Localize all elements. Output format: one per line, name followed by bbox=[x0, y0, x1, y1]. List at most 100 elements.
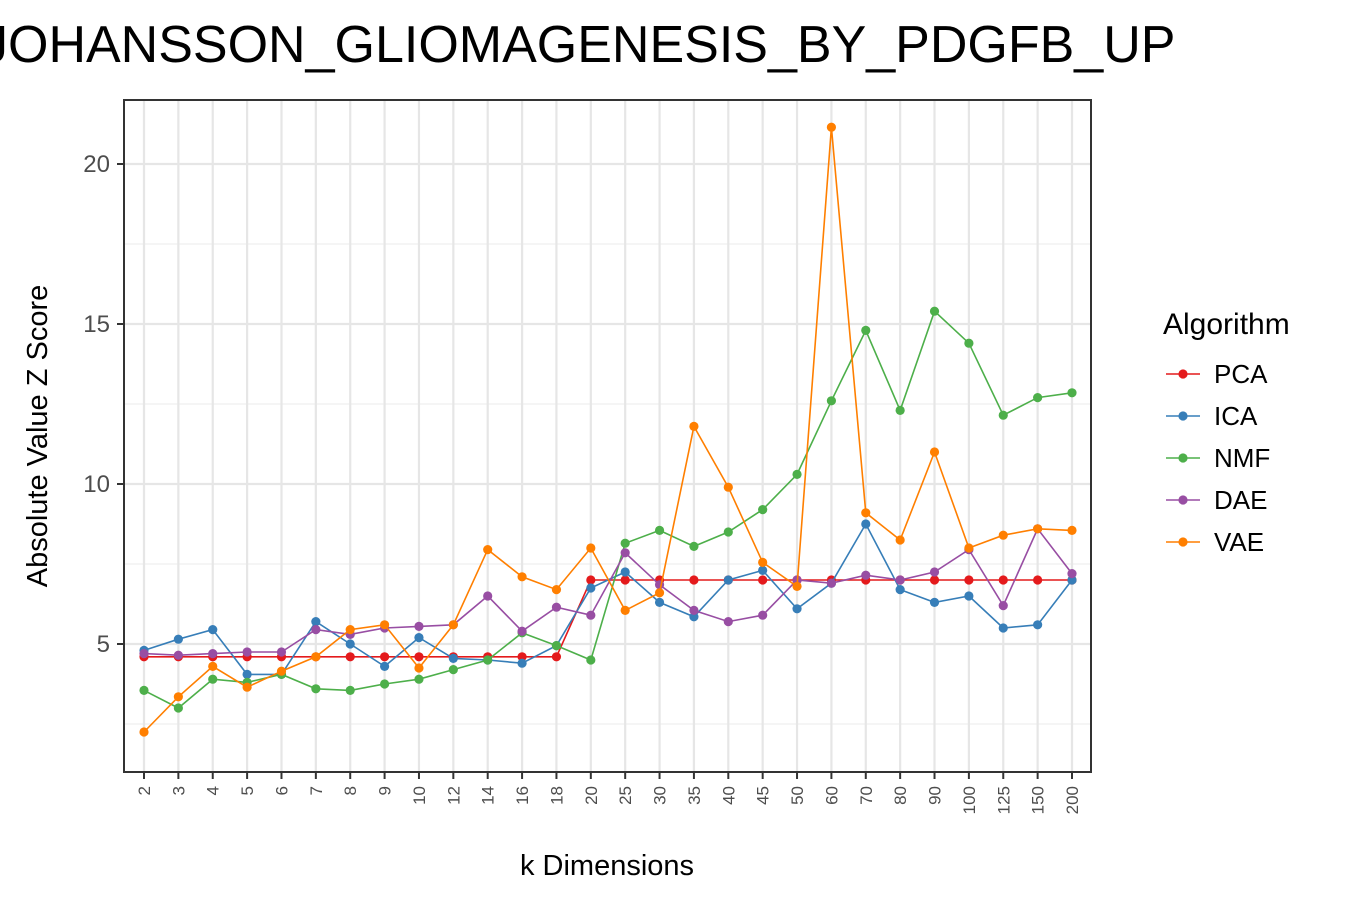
data-point-nmf bbox=[448, 665, 458, 675]
data-point-pca bbox=[586, 575, 596, 585]
data-point-vae bbox=[139, 727, 149, 737]
data-point-vae bbox=[689, 421, 699, 431]
data-point-dae bbox=[139, 649, 149, 659]
x-tick-label: 6 bbox=[272, 786, 291, 795]
data-point-pca bbox=[517, 652, 527, 662]
x-tick-label: 9 bbox=[376, 786, 395, 795]
data-point-ica bbox=[414, 633, 424, 643]
x-tick-label: 90 bbox=[926, 786, 945, 805]
data-point-vae bbox=[758, 557, 768, 568]
data-point-vae bbox=[414, 663, 424, 673]
data-point-ica bbox=[242, 669, 252, 680]
data-point-vae bbox=[311, 652, 321, 662]
y-tick-label: 20 bbox=[83, 151, 110, 178]
x-tick-label: 200 bbox=[1063, 786, 1082, 814]
x-tick-label: 25 bbox=[616, 786, 635, 805]
plot-border bbox=[123, 99, 1092, 773]
data-point-ica bbox=[654, 597, 665, 608]
x-tick-label: 80 bbox=[891, 786, 910, 805]
data-point-dae bbox=[414, 621, 424, 632]
legend-key-point-nmf bbox=[1178, 453, 1188, 463]
x-tick-label: 70 bbox=[857, 786, 876, 805]
legend-title: Algorithm bbox=[1163, 308, 1290, 341]
y-tick-label: 10 bbox=[83, 471, 110, 498]
data-point-vae bbox=[379, 620, 390, 630]
data-point-dae bbox=[689, 605, 699, 616]
data-point-nmf bbox=[929, 306, 940, 316]
data-point-vae bbox=[345, 625, 355, 635]
data-point-ica bbox=[311, 617, 321, 627]
x-tick-label: 40 bbox=[719, 786, 738, 805]
data-point-nmf bbox=[723, 527, 733, 537]
data-point-ica bbox=[173, 634, 183, 644]
data-point-vae bbox=[895, 535, 905, 545]
data-point-dae bbox=[551, 602, 562, 612]
y-tick-label: 15 bbox=[83, 311, 110, 338]
data-point-ica bbox=[448, 653, 458, 664]
plot-background bbox=[124, 100, 1091, 772]
series-line-dae bbox=[143, 527, 1073, 657]
data-point-vae bbox=[1033, 524, 1043, 534]
data-point-pca bbox=[620, 575, 630, 585]
chart-title: JOHANSSON_GLIOMAGENESIS_BY_PDGFB_UP bbox=[0, 16, 1175, 74]
data-point-vae bbox=[620, 605, 630, 616]
legend-label-dae: DAE bbox=[1214, 485, 1267, 515]
data-point-dae bbox=[517, 626, 527, 636]
data-point-pca bbox=[414, 652, 424, 662]
data-point-ica bbox=[998, 623, 1008, 633]
data-point-vae bbox=[929, 447, 940, 457]
data-point-vae bbox=[723, 482, 733, 492]
data-point-nmf bbox=[620, 538, 630, 548]
data-point-dae bbox=[998, 601, 1008, 611]
data-point-vae bbox=[242, 682, 252, 692]
data-point-dae bbox=[620, 548, 630, 558]
x-tick-label: 2 bbox=[135, 786, 154, 795]
data-point-ica bbox=[689, 612, 699, 622]
series-line-nmf bbox=[143, 309, 1073, 709]
x-tick-label: 20 bbox=[582, 786, 601, 805]
data-point-nmf bbox=[414, 674, 424, 684]
data-point-nmf bbox=[861, 325, 871, 335]
data-point-ica bbox=[792, 604, 802, 614]
data-point-ica bbox=[620, 567, 630, 577]
x-tick-label: 7 bbox=[307, 786, 326, 795]
x-tick-label: 5 bbox=[238, 786, 257, 795]
x-tick-label: 8 bbox=[341, 786, 360, 795]
data-point-pca bbox=[689, 575, 699, 585]
data-point-ica bbox=[586, 583, 596, 593]
data-point-dae bbox=[208, 649, 218, 659]
data-point-pca bbox=[379, 652, 390, 662]
data-point-vae bbox=[551, 585, 562, 595]
legend-key-point-vae bbox=[1178, 537, 1188, 547]
x-tick-label: 125 bbox=[994, 786, 1013, 814]
data-point-nmf bbox=[758, 505, 768, 515]
data-point-ica bbox=[895, 585, 905, 595]
data-point-vae bbox=[654, 588, 665, 598]
data-point-nmf bbox=[895, 405, 905, 415]
legend-label-ica: ICA bbox=[1214, 401, 1258, 431]
data-point-dae bbox=[276, 647, 287, 657]
data-point-nmf bbox=[1033, 393, 1043, 403]
data-point-ica bbox=[379, 661, 390, 672]
data-point-dae bbox=[826, 578, 837, 588]
data-point-vae bbox=[586, 543, 596, 553]
x-tick-label: 4 bbox=[204, 786, 223, 795]
data-point-nmf bbox=[998, 410, 1008, 420]
data-point-vae bbox=[208, 661, 218, 672]
x-tick-label: 30 bbox=[651, 786, 670, 805]
data-point-dae bbox=[929, 567, 940, 577]
data-point-dae bbox=[758, 610, 768, 620]
data-point-nmf bbox=[139, 685, 149, 696]
data-point-ica bbox=[723, 575, 733, 585]
data-point-vae bbox=[1067, 525, 1077, 536]
data-point-ica bbox=[517, 658, 527, 668]
data-point-dae bbox=[173, 650, 183, 660]
data-point-ica bbox=[929, 597, 940, 608]
data-point-nmf bbox=[483, 655, 493, 665]
data-point-nmf bbox=[654, 525, 665, 536]
x-tick-label: 50 bbox=[788, 786, 807, 805]
data-point-nmf bbox=[345, 685, 355, 696]
